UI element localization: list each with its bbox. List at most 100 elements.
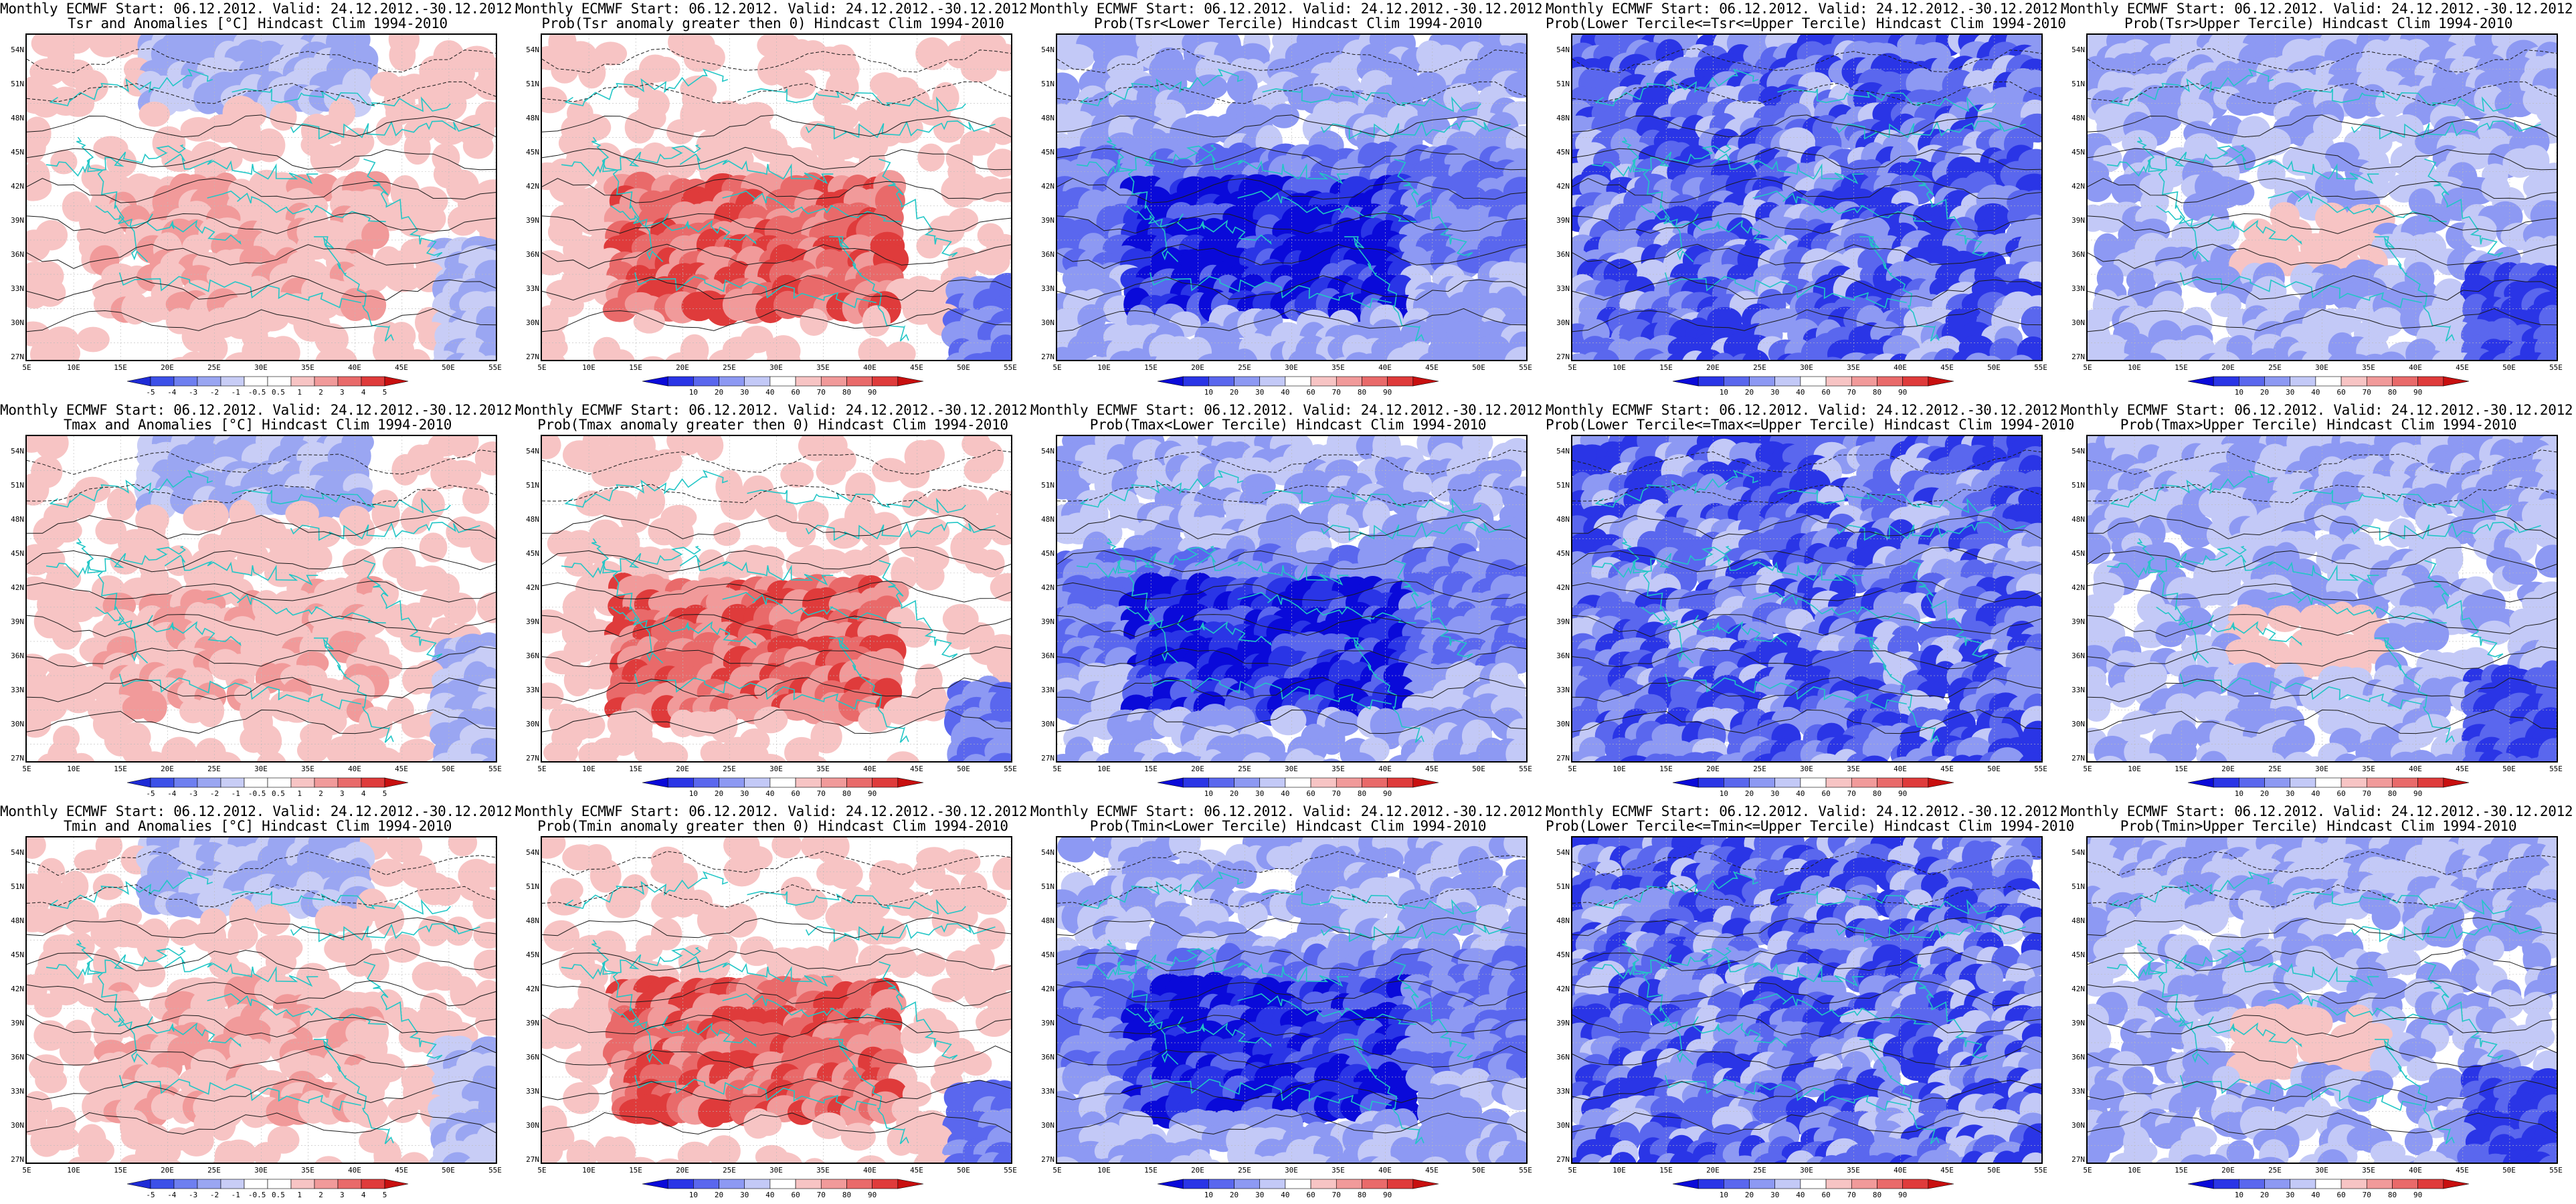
colorbar-swatch [1825,376,1852,387]
field-cell [389,39,416,72]
coastline [1909,159,1989,258]
lon-tick-label: 35E [1331,765,1345,773]
colorbar-label: 1 [297,388,302,397]
field-cell [858,707,892,733]
field-cell [542,436,561,460]
coastline [1752,190,1932,223]
field-cell [198,332,228,360]
panel-title-line1: Monthly ECMWF Start: 06.12.2012. Valid: … [1030,1,1551,17]
lon-tick-label: 40E [348,363,361,372]
lon-tick-label: 40E [1378,765,1392,773]
lat-tick-label: 27N [11,754,24,763]
lon-tick-label: 20E [161,765,174,773]
coastline [1835,120,2026,140]
panel-title-line1: Monthly ECMWF Start: 06.12.2012. Valid: … [1030,402,1551,418]
colorbar-swatch [693,777,719,788]
field-cell [577,56,606,89]
field-cell [816,458,846,486]
field-cell [139,101,170,127]
lon-tick-label: 30E [254,363,268,372]
field-cell [1123,348,1152,360]
panel-title-line2: Prob(Tsr>Upper Tercile) Hindcast Clim 19… [2124,15,2513,31]
lat-tick-label: 48N [526,515,539,524]
colorbar-swatch [795,777,822,788]
lon-tick-label: 35E [301,363,314,372]
field-cell [633,309,665,334]
lon-tick-label: 40E [863,765,877,773]
field-cell [35,436,69,460]
lon-tick-label: 35E [2362,363,2375,372]
lon-tick-label: 5E [22,765,31,773]
coastline [564,68,729,106]
field-cell [327,143,360,171]
lon-tick-label: 55E [1004,363,1017,372]
colorbar-swatch [769,376,796,387]
lat-tick-label: 54N [1556,45,1570,54]
colorbar-swatch [1182,777,1209,788]
field-cell [33,278,66,307]
field-cell [384,264,422,292]
map-field-svg [1057,436,1526,761]
lon-tick-label: 15E [1144,363,1158,372]
lat-tick-label: 45N [11,148,24,157]
field-cell [371,497,400,532]
lon-tick-label: 5E [537,363,547,372]
lat-tick-label: 39N [526,617,539,626]
colorbar-swatch [846,376,872,387]
colorbar-end [1672,376,1699,387]
field-cell [2225,179,2255,206]
map-field-svg [542,35,1011,360]
colorbar-swatch [1310,376,1337,387]
lon-tick-label: 10E [2128,363,2141,372]
coastline [722,190,901,223]
field-cell [403,349,431,360]
colorbar-swatch [719,777,745,788]
colorbar-label: 2 [318,789,323,798]
lat-tick-label: 27N [1556,353,1570,361]
field-cell [462,133,494,159]
lon-tick-label: 35E [301,765,314,773]
colorbar-label: 30 [1770,388,1780,397]
colorbar-end [897,376,924,387]
colorbar-label: 80 [842,388,852,397]
coastline [1125,205,1272,245]
colorbar-label: 10 [1204,789,1213,798]
colorbar-label: -2 [209,789,219,798]
field-cell [917,688,950,722]
lat-tick-label: 27N [1041,754,1054,763]
lon-tick-label: 50E [2502,363,2516,372]
colorbar-swatch [744,777,771,788]
colorbar-label: -0.5 [248,789,266,798]
map-panel: Monthly ECMWF Start: 06.12.2012. Valid: … [2061,0,2576,401]
colorbar-label: 20 [1744,388,1754,397]
colorbar-swatch [197,376,221,387]
panel-title-line1: Monthly ECMWF Start: 06.12.2012. Valid: … [0,1,521,17]
lat-tick-label: 45N [1556,148,1570,157]
lat-tick-label: 48N [526,114,539,122]
colorbar-swatch [2290,376,2316,387]
colorbar [642,777,924,788]
colorbar-end [2187,376,2214,387]
lon-tick-label: 50E [442,765,455,773]
lon-tick-label: 5E [22,363,31,372]
colorbar [126,777,409,788]
colorbar-label: 20 [2260,388,2270,397]
lon-tick-label: 45E [395,363,408,372]
colorbar-swatch [1902,376,1929,387]
contour-line [1057,146,1526,171]
coastline [118,272,361,308]
colorbar-swatch [244,376,268,387]
colorbar-swatch [769,777,796,788]
colorbar-end [384,777,409,788]
lat-tick-label: 27N [526,754,539,763]
colorbar-label: 80 [1357,388,1367,397]
field-cell [139,690,167,723]
coastline [1237,190,1416,223]
colorbar-swatch [1362,777,1388,788]
field-cell [607,349,635,360]
lon-tick-label: 25E [723,363,736,372]
field-cell [447,205,480,236]
colorbar-label: 20 [1229,789,1239,798]
lon-tick-label: 25E [207,765,221,773]
coastline [1262,88,1481,112]
